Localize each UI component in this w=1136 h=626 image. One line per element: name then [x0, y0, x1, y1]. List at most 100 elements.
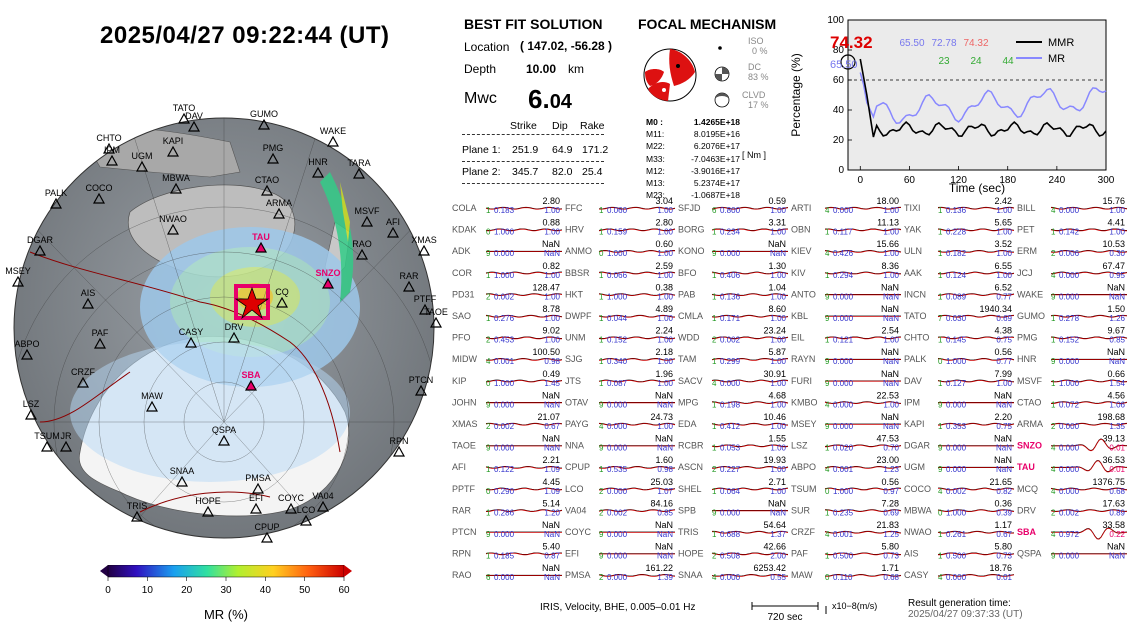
waveform-vr: 1.000: [607, 249, 628, 258]
synthetic-trace: [711, 315, 789, 318]
station-crzf: CRZF: [71, 367, 95, 388]
waveform-amplitude: 100.50: [532, 347, 560, 357]
waveform-amplitude: 5.65: [994, 218, 1012, 228]
station-nwao: NWAO: [159, 214, 187, 235]
waveform-vr: 0.278: [1059, 314, 1080, 323]
waveform-amplitude: NaN: [1107, 347, 1125, 357]
waveform-vr: 0.000: [607, 552, 628, 561]
waveform-quality: 1: [938, 422, 943, 431]
waveform-station: PAF: [791, 549, 808, 559]
station-va04: VA04: [312, 491, 334, 512]
synthetic-trace: [1050, 509, 1128, 513]
waveform-station: SACV: [678, 376, 703, 386]
waveform-station: PMSA: [565, 570, 591, 580]
waveform-cell: AAK 6.55 1 0.124 1.00: [904, 261, 1015, 280]
station-kapi: KAPI: [163, 136, 183, 157]
waveform-vr: 0.001: [494, 357, 515, 366]
waveform-ratio: 1.00: [544, 336, 560, 345]
waveform-amplitude: 18.76: [989, 563, 1012, 573]
waveform-vr: 1.000: [946, 508, 967, 517]
waveform-cell: RAO NaN 6 0.000 NaN: [452, 563, 562, 582]
synthetic-trace: [598, 466, 676, 469]
waveform-quality: 4: [712, 379, 717, 388]
waveform-quality: 9: [825, 292, 830, 301]
waveform-quality: 9: [486, 530, 491, 539]
waveform-cell: HNR NaN 9 0.000 NaN: [1017, 347, 1127, 366]
synthetic-trace: [1050, 228, 1127, 232]
synthetic-trace: [485, 228, 563, 232]
waveform-amplitude: 5.87: [768, 347, 786, 357]
waveform-amplitude: 0.66: [1107, 369, 1125, 379]
waveform-vr: 1.000: [494, 271, 515, 280]
waveform-ratio: NaN: [770, 508, 786, 517]
station-rpn: RPN: [389, 436, 409, 457]
waveform-amplitude: 1.17: [994, 520, 1012, 530]
waveform-quality: 2: [599, 508, 604, 517]
waveform-quality: 1: [825, 228, 830, 237]
synthetic-trace: [937, 315, 1015, 318]
synthetic-trace: [1050, 271, 1128, 275]
peak-value: 74.32: [830, 33, 873, 52]
waveform-cell: LSZ 47.53 1 0.020 0.70: [791, 434, 902, 453]
synthetic-trace: [1050, 336, 1128, 340]
synthetic-trace: [598, 509, 676, 513]
waveform-ratio: NaN: [996, 444, 1012, 453]
waveform-cell: COR 0.82 1 1.000 1.00: [452, 261, 562, 280]
col-strike: Strike: [510, 120, 537, 132]
synthetic-trace: [1051, 527, 1128, 540]
waveform-station: ASCN: [678, 462, 703, 472]
waveform-ratio: NaN: [883, 379, 899, 388]
waveform-cell: SUR 7.28 1 0.235 0.69: [791, 498, 902, 517]
station-triangle-icon: [201, 505, 215, 517]
waveform-quality: 2: [599, 573, 604, 582]
waveform-amplitude: 25.03: [650, 477, 673, 487]
waveform-station: RCBR: [678, 441, 704, 451]
waveform-quality: 2: [712, 552, 717, 561]
waveform-quality: 0: [486, 228, 491, 237]
waveform-vr: 0.002: [946, 487, 967, 496]
waveform-ratio: 0.75: [996, 336, 1012, 345]
waveform-cell: PTCN NaN 9 0.000 NaN: [452, 520, 562, 539]
station-mbwa: MBWA: [162, 173, 190, 194]
waveform-quality: 1: [825, 444, 830, 453]
synthetic-trace: [485, 315, 563, 318]
waveform-quality: 1: [712, 292, 717, 301]
station-label: MAW: [141, 391, 163, 401]
waveform-ratio: 0.39: [996, 508, 1012, 517]
synthetic-trace: [824, 250, 902, 253]
station-triangle-icon: [81, 297, 95, 309]
waveform-station: ULN: [904, 246, 922, 256]
waveform-station: KBL: [791, 311, 808, 321]
waveform-quality: 1: [825, 508, 830, 517]
waveform-quality: 1: [486, 206, 491, 215]
synthetic-trace: [1050, 207, 1128, 210]
waveform-amplitude: NaN: [994, 455, 1012, 465]
waveform-ratio: 1.00: [770, 379, 786, 388]
waveform-station: PAB: [678, 289, 695, 299]
synthetic-trace: [485, 271, 562, 275]
synthetic-trace: [712, 531, 789, 534]
mr-stat-top: 72.78: [931, 38, 956, 49]
waveform-station: FURI: [791, 376, 812, 386]
station-label: TARA: [347, 158, 370, 168]
waveform-ratio: 0.22: [1109, 530, 1125, 539]
synthetic-trace: [824, 488, 902, 491]
waveform-station: ERM: [1017, 246, 1037, 256]
station-label: AIS: [81, 288, 96, 298]
station-label: PTCN: [409, 375, 434, 385]
waveform-ratio: 0.01: [996, 573, 1012, 582]
station-triangle-icon: [92, 192, 106, 204]
waveform-vr: 0.136: [720, 292, 741, 301]
waveform-quality: 9: [599, 400, 604, 409]
mr-ytick-label: 0: [838, 165, 844, 176]
waveform-cell: KBL NaN 9 0.000 NaN: [791, 304, 901, 323]
waveform-station: SAO: [452, 311, 471, 321]
waveform-amplitude: 84.16: [650, 498, 673, 508]
waveform-cell: KONO NaN 9 0.000 NaN: [678, 239, 788, 258]
waveform-station: SBA: [1017, 527, 1037, 537]
waveform-cell: ERM 10.53 2 0.006 0.30: [1017, 239, 1128, 258]
waveform-cell: CMLA 8.60 1 0.171 1.00: [678, 304, 789, 323]
colorbar-tick-label: 20: [181, 585, 193, 596]
source-box: [234, 284, 270, 320]
